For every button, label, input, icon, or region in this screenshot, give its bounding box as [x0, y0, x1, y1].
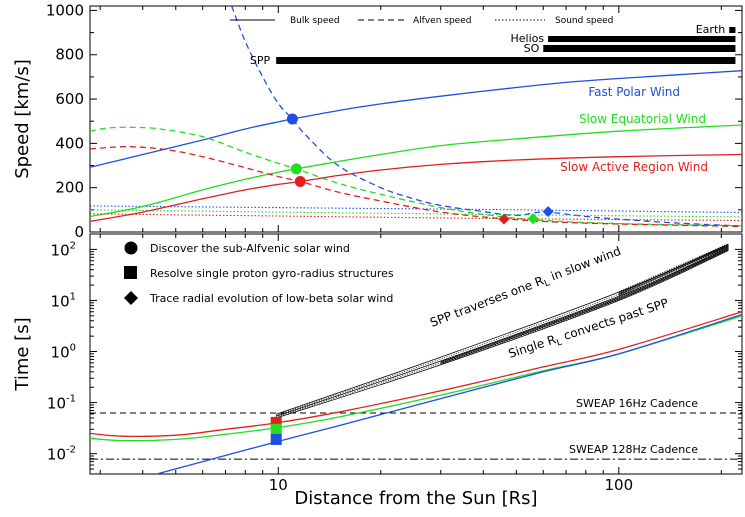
slow-active-region-wind-alfven-point — [294, 175, 306, 187]
cadence-lines: SWEAP 16Hz Cadence SWEAP 128Hz Cadence — [90, 397, 742, 460]
legend-circle-marker — [124, 241, 138, 255]
speed-series-labels: Fast Polar Wind Slow Equatorial Wind Slo… — [560, 85, 708, 174]
slow-active-region-wind-convect-line — [90, 311, 742, 437]
fast-polar-wind-label: Fast Polar Wind — [588, 85, 680, 99]
speed-tick-label: 400 — [55, 134, 84, 152]
mission-bar-so — [543, 45, 736, 52]
fast-polar-wind-bulk-line — [90, 70, 742, 168]
legend-square-marker — [124, 266, 137, 279]
legend-circle-label: Discover the sub-Alfvenic solar wind — [150, 242, 350, 255]
speed-x-ticks — [99, 6, 722, 232]
time-tick-label: 101 — [51, 291, 76, 310]
fast-polar-wind-alfven-point — [286, 113, 298, 125]
objective-legend: Discover the sub-Alfvenic solar wind Res… — [124, 241, 394, 305]
slow-equatorial-wind-convect-line — [90, 315, 742, 442]
time-curves — [90, 311, 742, 474]
mission-bar-helios — [548, 36, 736, 42]
slow-equatorial-wind-bulk-line — [90, 124, 742, 218]
slow-equatorial-wind-diamond-point — [527, 213, 539, 225]
speed-tick-label: 0 — [74, 223, 84, 241]
mission-label-earth: Earth — [696, 23, 726, 36]
fast-polar-wind-diamond-point — [542, 206, 554, 218]
slow-equatorial-wind-alfven-line — [90, 126, 742, 227]
distance-tick-label: 100 — [604, 476, 633, 494]
speed-panel: Speed [km/s] 0 200 400 600 800 1000 Bulk spee… — [12, 1, 743, 241]
time-tick-label: 10-1 — [47, 394, 76, 413]
time-x-ticks: 10 100 — [99, 234, 722, 494]
slow-equatorial-wind-label: Slow Equatorial Wind — [579, 112, 706, 126]
line-style-legend: Bulk speed Alfven speed Sound speed — [230, 16, 613, 26]
mission-label-spp: SPP — [250, 54, 271, 67]
distance-axis-label: Distance from the Sun [Rs] — [294, 488, 537, 509]
time-tick-label: 100 — [51, 343, 76, 362]
gyro-radius-square — [270, 416, 282, 428]
speed-panel-frame — [89, 5, 743, 233]
legend-square-label: Resolve single proton gyro-radius struct… — [150, 267, 394, 280]
speed-tick-label: 1000 — [46, 1, 84, 19]
time-panel: Time [s] Distance from the Sun [Rs] 10-2… — [12, 233, 743, 509]
traverse-line — [276, 243, 729, 415]
gyro-radius-squares — [270, 416, 282, 445]
legend-sound-label: Sound speed — [555, 16, 613, 26]
cadence-label: SWEAP 128Hz Cadence — [569, 443, 698, 456]
traverse-line — [440, 248, 729, 363]
slow-active-region-wind-label: Slow Active Region Wind — [560, 160, 708, 174]
legend-bulk-label: Bulk speed — [290, 16, 340, 26]
legend-diamond-marker — [124, 291, 138, 305]
gyro-radius-square — [270, 433, 282, 445]
time-annotations: SPP traverses one RLin slow wind Single … — [428, 244, 670, 361]
mission-label-so: SO — [524, 42, 540, 55]
time-y-ticks: 10-2 10-1 100 101 102 — [47, 233, 742, 475]
fast-polar-wind-alfven-line — [231, 6, 742, 227]
mission-bar-spp — [276, 57, 736, 64]
mission-bar-earth — [729, 27, 736, 33]
traverse-line — [276, 250, 729, 419]
slow-active-region-wind-bulk-line — [90, 153, 742, 223]
mission-label-helios: Helios — [510, 32, 544, 45]
slow-equatorial-wind-alfven-point — [290, 163, 302, 175]
distance-tick-label: 10 — [269, 476, 288, 494]
time-tick-label: 102 — [51, 240, 76, 259]
speed-tick-label: 800 — [55, 46, 84, 64]
traverse-line — [276, 248, 729, 418]
speed-axis-label: Speed [km/s] — [12, 59, 33, 179]
speed-y-ticks: 0 200 400 600 800 1000 — [46, 1, 742, 241]
traverse-line — [440, 249, 729, 365]
legend-alfven-label: Alfven speed — [413, 16, 471, 26]
fast-polar-wind-convect-line — [156, 313, 742, 474]
speed-markers — [286, 113, 554, 225]
slow-active-region-wind-sound-line — [90, 213, 742, 222]
fast-polar-wind-sound-line — [90, 205, 742, 214]
traverse-line — [276, 245, 729, 416]
slow-active-region-wind-alfven-line — [90, 146, 742, 228]
traverse-line — [276, 246, 729, 417]
speed-tick-label: 600 — [55, 90, 84, 108]
legend-diamond-label: Trace radial evolution of low-beta solar… — [149, 292, 393, 305]
traverse-line — [618, 243, 729, 292]
traverse-band — [276, 243, 729, 419]
time-tick-label: 10-2 — [47, 445, 76, 464]
cadence-label: SWEAP 16Hz Cadence — [576, 397, 698, 410]
gyro-radius-square — [270, 423, 282, 435]
time-axis-label: Time [s] — [12, 317, 33, 391]
speed-tick-label: 200 — [55, 179, 84, 197]
slow-active-region-wind-diamond-point — [498, 213, 510, 225]
